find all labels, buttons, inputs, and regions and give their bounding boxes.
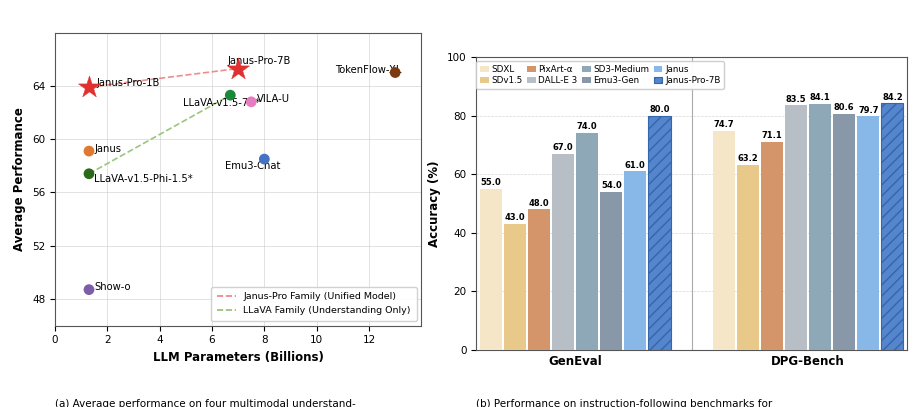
Bar [785, 105, 807, 350]
Point [82, 148, 96, 154]
Point [387, 69, 402, 76]
Text: 48.0: 48.0 [529, 199, 550, 208]
Bar [649, 116, 671, 350]
Text: VILA-U: VILA-U [256, 94, 289, 105]
Text: (b) Performance on instruction-following benchmarks for
text-to-image generation: (b) Performance on instruction-following… [476, 399, 772, 407]
Text: 43.0: 43.0 [505, 213, 525, 222]
Text: 67.0: 67.0 [552, 143, 573, 152]
Bar [809, 103, 831, 350]
Bar [857, 116, 879, 350]
Point [82, 84, 96, 90]
Bar [736, 165, 758, 350]
Text: Show-o: Show-o [94, 282, 131, 292]
Bar [528, 209, 550, 350]
Text: Emu3-Chat: Emu3-Chat [225, 161, 280, 171]
Point [244, 98, 258, 105]
Text: 63.2: 63.2 [737, 154, 758, 163]
Bar [576, 133, 598, 350]
Point [82, 171, 96, 177]
Legend: Janus-Pro Family (Unified Model), LLaVA Family (Understanding Only): Janus-Pro Family (Unified Model), LLaVA … [212, 287, 417, 321]
Text: 80.0: 80.0 [649, 105, 670, 114]
Bar [834, 114, 856, 350]
Text: (a) Average performance on four multimodal understand-
ing benchmarks.: (a) Average performance on four multimod… [55, 399, 355, 407]
Bar [761, 142, 783, 350]
Text: LLaVA-v1.5-Phi-1.5*: LLaVA-v1.5-Phi-1.5* [94, 174, 193, 184]
Bar [552, 154, 574, 350]
Point [257, 156, 272, 162]
Text: 71.1: 71.1 [761, 131, 782, 140]
Bar [600, 192, 622, 350]
Y-axis label: Accuracy (%): Accuracy (%) [429, 160, 442, 247]
Text: TokenFlow-XL: TokenFlow-XL [335, 65, 401, 75]
Text: 54.0: 54.0 [601, 181, 622, 190]
Bar [480, 189, 502, 350]
Text: 84.1: 84.1 [810, 93, 831, 102]
Text: 79.7: 79.7 [858, 106, 878, 115]
Y-axis label: Average Performance: Average Performance [14, 107, 27, 251]
Text: Janus: Janus [94, 144, 121, 154]
X-axis label: LLM Parameters (Billions): LLM Parameters (Billions) [153, 351, 323, 364]
Text: 61.0: 61.0 [625, 160, 646, 169]
Text: 74.0: 74.0 [577, 123, 597, 131]
Point [82, 287, 96, 293]
Text: 55.0: 55.0 [480, 178, 501, 187]
Point [223, 92, 237, 98]
Text: 84.2: 84.2 [882, 92, 903, 101]
Text: Janus-Pro-7B: Janus-Pro-7B [228, 56, 291, 66]
Point [231, 65, 245, 72]
Text: 83.5: 83.5 [786, 94, 806, 103]
Bar [625, 171, 647, 350]
Text: LLaVA-v1.5-7B*: LLaVA-v1.5-7B* [183, 98, 260, 108]
Bar [881, 103, 903, 350]
Text: Janus-Pro-1B: Janus-Pro-1B [97, 77, 160, 88]
Text: 74.7: 74.7 [714, 120, 734, 129]
Text: 80.6: 80.6 [834, 103, 855, 112]
Bar [713, 131, 735, 350]
Legend: SDXL, SDv1.5, PixArt-α, DALL-E 3, SD3-Medium, Emu3-Gen, Janus, Janus-Pro-7B: SDXL, SDv1.5, PixArt-α, DALL-E 3, SD3-Me… [476, 61, 724, 89]
Bar [504, 224, 526, 350]
